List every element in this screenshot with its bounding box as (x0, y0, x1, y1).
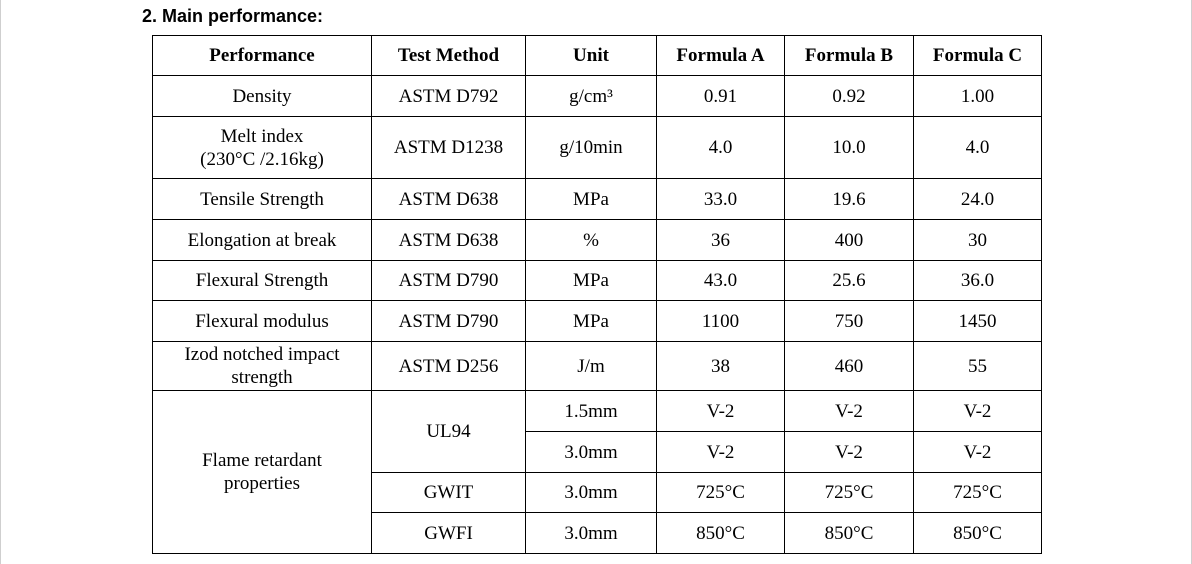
cell-formula-b: 25.6 (784, 260, 914, 301)
cell-performance-flame: Flame retardant properties (152, 390, 372, 554)
cell-formula-b: V-2 (784, 390, 914, 432)
cell-performance-line: Flame retardant (202, 450, 322, 471)
table-row: GWIT 3.0mm 725°C 725°C 725°C (153, 472, 1042, 513)
cell-unit: 1.5mm (525, 390, 657, 432)
cell-formula-c: 24.0 (913, 178, 1042, 220)
cell-formula-c: V-2 (913, 431, 1042, 473)
cell-performance-line: strength (231, 367, 293, 388)
cell-formula-a: 33.0 (656, 178, 785, 220)
cell-formula-c: 850°C (913, 512, 1042, 554)
cell-performance: Tensile Strength (152, 178, 372, 220)
page-edge-left (0, 0, 1, 564)
cell-formula-a: 43.0 (656, 260, 785, 301)
header-row: Performance Test Method Unit Formula A F… (152, 35, 1042, 76)
cell-formula-a: 1100 (656, 300, 785, 342)
cell-formula-c: 30 (913, 219, 1042, 261)
cell-formula-b: 0.92 (784, 75, 914, 117)
section-heading: 2. Main performance: (142, 6, 324, 26)
cell-method: GWFI (371, 512, 526, 554)
cell-formula-c: V-2 (913, 390, 1042, 432)
cell-method: ASTM D638 (371, 219, 526, 261)
cell-formula-c: 725°C (913, 472, 1042, 513)
cell-formula-b: 750 (784, 300, 914, 342)
header-unit: Unit (525, 35, 657, 76)
cell-formula-b: V-2 (784, 431, 914, 473)
cell-unit: 3.0mm (525, 512, 657, 554)
cell-performance: Elongation at break (152, 219, 372, 261)
cell-method: ASTM D638 (371, 178, 526, 220)
cell-unit: g/cm³ (525, 75, 657, 117)
cell-formula-c: 4.0 (913, 116, 1042, 179)
cell-performance-line: properties (224, 473, 300, 494)
cell-unit: % (525, 219, 657, 261)
table-row: Flame retardant properties UL94 1.5mm V-… (152, 390, 1042, 554)
cell-method: ASTM D1238 (371, 116, 526, 179)
cell-formula-b: 850°C (784, 512, 914, 554)
header-test-method: Test Method (371, 35, 526, 76)
cell-method: ASTM D256 (371, 341, 526, 391)
cell-unit: MPa (525, 260, 657, 301)
cell-formula-b: 725°C (784, 472, 914, 513)
table-row: Flexural Strength ASTM D790 MPa 43.0 25.… (152, 260, 1042, 301)
cell-unit: MPa (525, 300, 657, 342)
cell-performance-line: (230°C /2.16kg) (200, 148, 324, 170)
cell-unit: g/10min (525, 116, 657, 179)
cell-formula-a: 850°C (656, 512, 785, 554)
cell-formula-a: V-2 (656, 390, 785, 432)
header-formula-b: Formula B (784, 35, 914, 76)
cell-formula-a: V-2 (656, 431, 785, 473)
header-performance: Performance (152, 35, 372, 76)
cell-formula-b: 400 (784, 219, 914, 261)
cell-formula-a: 4.0 (656, 116, 785, 179)
cell-method: ASTM D790 (371, 300, 526, 342)
cell-method-ul94: UL94 (371, 390, 526, 473)
cell-formula-b: 460 (784, 341, 914, 391)
table-row: Density ASTM D792 g/cm³ 0.91 0.92 1.00 (152, 75, 1042, 117)
cell-formula-c: 55 (913, 341, 1042, 391)
cell-performance-line: Melt index (220, 125, 304, 147)
cell-performance: Flexural modulus (152, 300, 372, 342)
table-row: Melt index (230°C /2.16kg) ASTM D1238 g/… (152, 116, 1042, 179)
table-row: Tensile Strength ASTM D638 MPa 33.0 19.6… (152, 178, 1042, 220)
table-row: GWFI 3.0mm 850°C 850°C 850°C (153, 512, 1042, 554)
cell-performance: Flexural Strength (152, 260, 372, 301)
cell-method: ASTM D792 (371, 75, 526, 117)
cell-formula-b: 19.6 (784, 178, 914, 220)
cell-formula-c: 36.0 (913, 260, 1042, 301)
cell-performance: Density (152, 75, 372, 117)
cell-formula-a: 725°C (656, 472, 785, 513)
cell-unit: J/m (525, 341, 657, 391)
cell-performance: Melt index (230°C /2.16kg) (152, 116, 372, 179)
table-row: 3.0mm V-2 V-2 V-2 (153, 431, 1042, 473)
header-formula-c: Formula C (913, 35, 1042, 76)
cell-formula-c: 1450 (913, 300, 1042, 342)
cell-unit: 3.0mm (525, 431, 657, 473)
table-row: Flexural modulus ASTM D790 MPa 1100 750 … (152, 300, 1042, 342)
table-row: Elongation at break ASTM D638 % 36 400 3… (152, 219, 1042, 261)
cell-unit: MPa (525, 178, 657, 220)
cell-formula-a: 0.91 (656, 75, 785, 117)
cell-performance: Izod notched impact strength (152, 341, 372, 391)
performance-table: Performance Test Method Unit Formula A F… (152, 35, 1042, 554)
table-row: Izod notched impact strength ASTM D256 J… (152, 341, 1042, 391)
cell-formula-a: 36 (656, 219, 785, 261)
cell-performance-line: Izod notched impact (184, 344, 340, 365)
cell-method: GWIT (371, 472, 526, 513)
cell-formula-b: 10.0 (784, 116, 914, 179)
cell-method: ASTM D790 (371, 260, 526, 301)
cell-unit: 3.0mm (525, 472, 657, 513)
cell-formula-c: 1.00 (913, 75, 1042, 117)
cell-formula-a: 38 (656, 341, 785, 391)
header-formula-a: Formula A (656, 35, 785, 76)
